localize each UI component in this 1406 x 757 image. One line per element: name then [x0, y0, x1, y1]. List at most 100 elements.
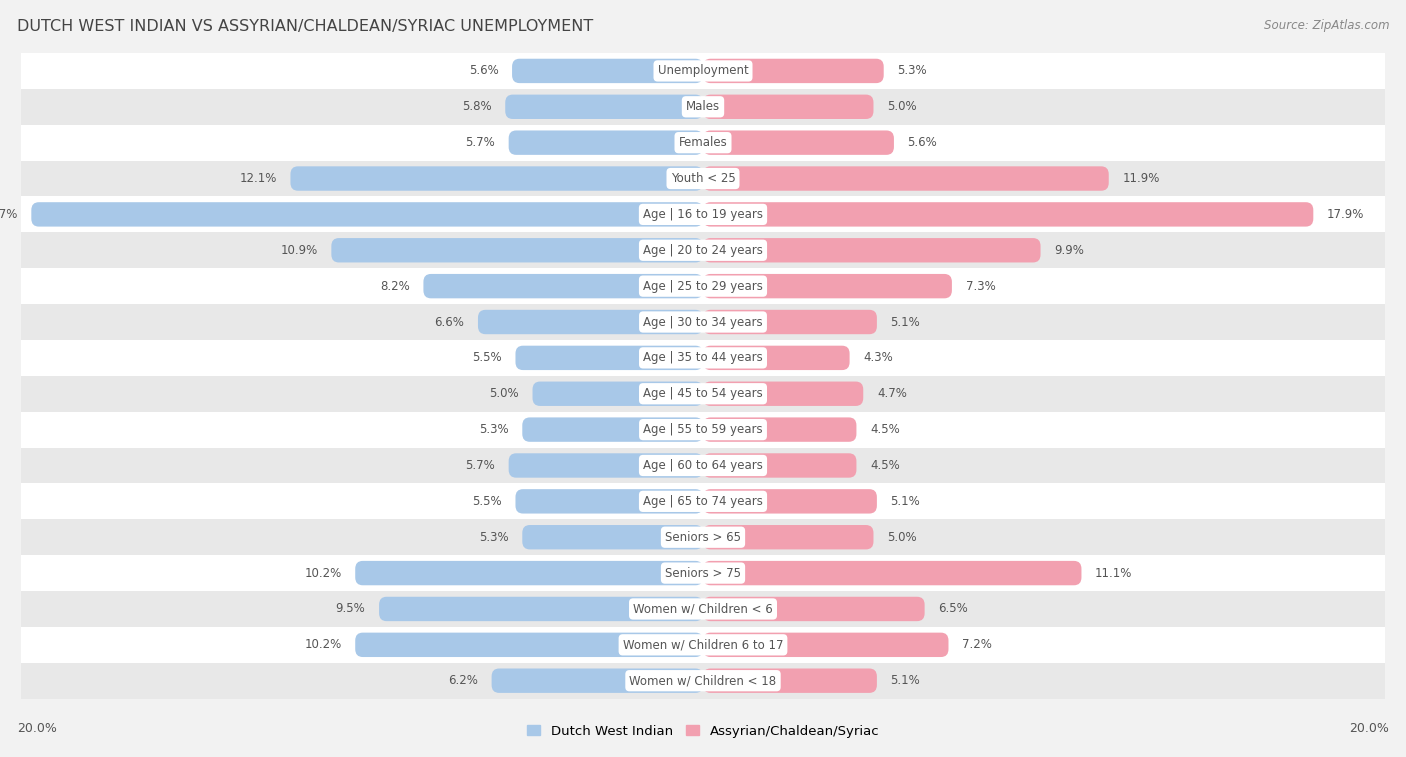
- Text: Age | 16 to 19 years: Age | 16 to 19 years: [643, 208, 763, 221]
- Text: Age | 25 to 29 years: Age | 25 to 29 years: [643, 279, 763, 293]
- Text: 5.5%: 5.5%: [472, 495, 502, 508]
- Text: 9.9%: 9.9%: [1054, 244, 1084, 257]
- FancyBboxPatch shape: [4, 627, 1402, 663]
- FancyBboxPatch shape: [4, 232, 1402, 268]
- Text: 11.1%: 11.1%: [1095, 566, 1132, 580]
- FancyBboxPatch shape: [332, 238, 703, 263]
- FancyBboxPatch shape: [522, 525, 703, 550]
- FancyBboxPatch shape: [703, 59, 884, 83]
- FancyBboxPatch shape: [703, 95, 873, 119]
- FancyBboxPatch shape: [4, 197, 1402, 232]
- Text: 7.2%: 7.2%: [962, 638, 993, 651]
- FancyBboxPatch shape: [4, 89, 1402, 125]
- Text: 7.3%: 7.3%: [966, 279, 995, 293]
- FancyBboxPatch shape: [703, 597, 925, 621]
- FancyBboxPatch shape: [31, 202, 703, 226]
- FancyBboxPatch shape: [4, 304, 1402, 340]
- Text: 5.7%: 5.7%: [465, 459, 495, 472]
- Text: 17.9%: 17.9%: [1327, 208, 1364, 221]
- FancyBboxPatch shape: [380, 597, 703, 621]
- FancyBboxPatch shape: [703, 382, 863, 406]
- Text: 5.1%: 5.1%: [890, 316, 921, 329]
- Text: Age | 60 to 64 years: Age | 60 to 64 years: [643, 459, 763, 472]
- Text: Women w/ Children < 18: Women w/ Children < 18: [630, 674, 776, 687]
- Text: 4.5%: 4.5%: [870, 423, 900, 436]
- Text: Source: ZipAtlas.com: Source: ZipAtlas.com: [1264, 19, 1389, 32]
- FancyBboxPatch shape: [4, 125, 1402, 160]
- Text: 10.2%: 10.2%: [304, 638, 342, 651]
- Text: DUTCH WEST INDIAN VS ASSYRIAN/CHALDEAN/SYRIAC UNEMPLOYMENT: DUTCH WEST INDIAN VS ASSYRIAN/CHALDEAN/S…: [17, 19, 593, 34]
- Text: 6.5%: 6.5%: [938, 603, 967, 615]
- Text: 5.0%: 5.0%: [887, 100, 917, 114]
- FancyBboxPatch shape: [703, 633, 949, 657]
- FancyBboxPatch shape: [4, 484, 1402, 519]
- Text: 10.9%: 10.9%: [280, 244, 318, 257]
- FancyBboxPatch shape: [512, 59, 703, 83]
- FancyBboxPatch shape: [533, 382, 703, 406]
- Text: Seniors > 75: Seniors > 75: [665, 566, 741, 580]
- Text: 8.2%: 8.2%: [380, 279, 409, 293]
- FancyBboxPatch shape: [509, 453, 703, 478]
- FancyBboxPatch shape: [4, 340, 1402, 375]
- FancyBboxPatch shape: [703, 525, 873, 550]
- FancyBboxPatch shape: [505, 95, 703, 119]
- Text: 10.2%: 10.2%: [304, 566, 342, 580]
- Text: Age | 20 to 24 years: Age | 20 to 24 years: [643, 244, 763, 257]
- Legend: Dutch West Indian, Assyrian/Chaldean/Syriac: Dutch West Indian, Assyrian/Chaldean/Syr…: [522, 719, 884, 743]
- FancyBboxPatch shape: [522, 417, 703, 442]
- Text: 11.9%: 11.9%: [1122, 172, 1160, 185]
- Text: Females: Females: [679, 136, 727, 149]
- Text: 6.6%: 6.6%: [434, 316, 464, 329]
- FancyBboxPatch shape: [703, 561, 1081, 585]
- FancyBboxPatch shape: [4, 519, 1402, 555]
- FancyBboxPatch shape: [703, 130, 894, 155]
- Text: Age | 55 to 59 years: Age | 55 to 59 years: [643, 423, 763, 436]
- Text: 12.1%: 12.1%: [239, 172, 277, 185]
- Text: 19.7%: 19.7%: [0, 208, 18, 221]
- Text: 20.0%: 20.0%: [17, 721, 56, 735]
- FancyBboxPatch shape: [703, 453, 856, 478]
- Text: Males: Males: [686, 100, 720, 114]
- Text: 5.8%: 5.8%: [463, 100, 492, 114]
- FancyBboxPatch shape: [509, 130, 703, 155]
- Text: 5.5%: 5.5%: [472, 351, 502, 364]
- Text: 20.0%: 20.0%: [1350, 721, 1389, 735]
- FancyBboxPatch shape: [703, 346, 849, 370]
- FancyBboxPatch shape: [4, 375, 1402, 412]
- FancyBboxPatch shape: [4, 447, 1402, 484]
- Text: Age | 35 to 44 years: Age | 35 to 44 years: [643, 351, 763, 364]
- Text: 5.3%: 5.3%: [897, 64, 927, 77]
- Text: Age | 45 to 54 years: Age | 45 to 54 years: [643, 388, 763, 400]
- Text: 5.1%: 5.1%: [890, 674, 921, 687]
- FancyBboxPatch shape: [4, 160, 1402, 197]
- Text: 5.6%: 5.6%: [908, 136, 938, 149]
- FancyBboxPatch shape: [423, 274, 703, 298]
- Text: Age | 65 to 74 years: Age | 65 to 74 years: [643, 495, 763, 508]
- Text: 5.0%: 5.0%: [887, 531, 917, 544]
- FancyBboxPatch shape: [703, 167, 1109, 191]
- FancyBboxPatch shape: [703, 238, 1040, 263]
- FancyBboxPatch shape: [703, 668, 877, 693]
- Text: 4.3%: 4.3%: [863, 351, 893, 364]
- FancyBboxPatch shape: [291, 167, 703, 191]
- FancyBboxPatch shape: [492, 668, 703, 693]
- FancyBboxPatch shape: [4, 663, 1402, 699]
- FancyBboxPatch shape: [703, 310, 877, 334]
- Text: Age | 30 to 34 years: Age | 30 to 34 years: [643, 316, 763, 329]
- FancyBboxPatch shape: [478, 310, 703, 334]
- Text: 5.6%: 5.6%: [468, 64, 499, 77]
- FancyBboxPatch shape: [4, 268, 1402, 304]
- FancyBboxPatch shape: [703, 489, 877, 513]
- Text: Women w/ Children 6 to 17: Women w/ Children 6 to 17: [623, 638, 783, 651]
- FancyBboxPatch shape: [703, 202, 1313, 226]
- FancyBboxPatch shape: [516, 346, 703, 370]
- Text: 5.1%: 5.1%: [890, 495, 921, 508]
- Text: 4.5%: 4.5%: [870, 459, 900, 472]
- Text: 4.7%: 4.7%: [877, 388, 907, 400]
- Text: 6.2%: 6.2%: [449, 674, 478, 687]
- FancyBboxPatch shape: [4, 412, 1402, 447]
- FancyBboxPatch shape: [4, 555, 1402, 591]
- FancyBboxPatch shape: [356, 633, 703, 657]
- FancyBboxPatch shape: [356, 561, 703, 585]
- Text: 5.7%: 5.7%: [465, 136, 495, 149]
